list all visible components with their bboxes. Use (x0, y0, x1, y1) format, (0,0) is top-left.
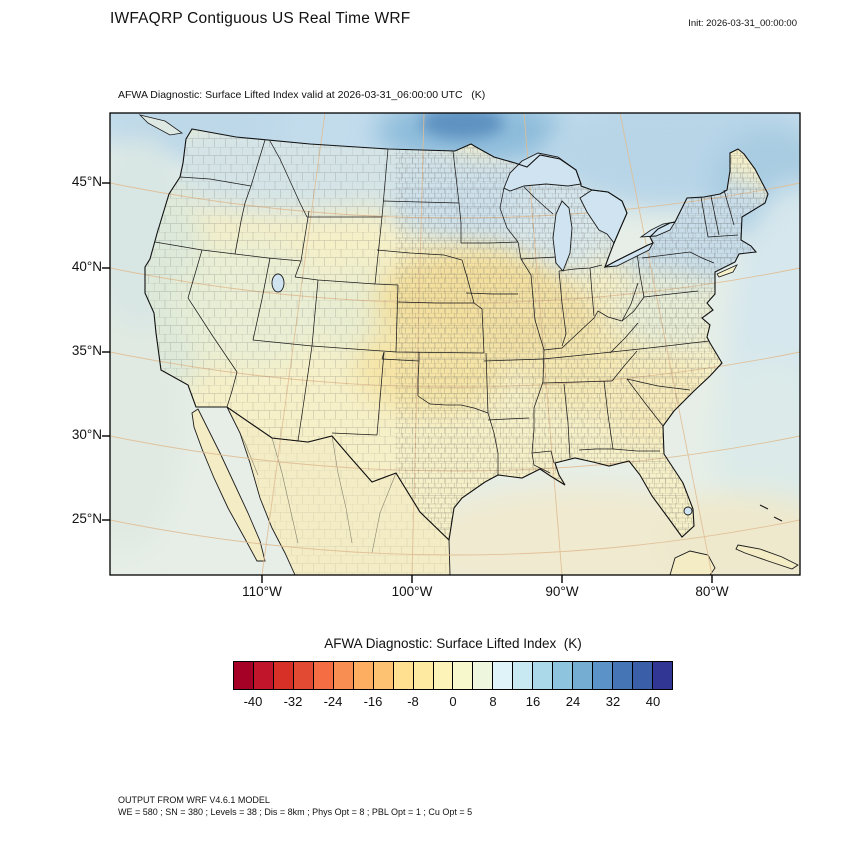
colorbar-title: AFWA Diagnostic: Surface Lifted Index (K… (324, 636, 582, 651)
colorbar-cell (293, 662, 314, 689)
colorbar-cell (453, 662, 474, 689)
colorbar-tick-label: -40 (243, 694, 263, 709)
lon-tick-label: 90°W (545, 584, 579, 599)
colorbar-cell (253, 662, 274, 689)
lat-tick-label: 40°N (71, 259, 102, 274)
colorbar-cell (613, 662, 634, 689)
colorbar-tick-label: -24 (323, 694, 343, 709)
colorbar-cell (273, 662, 294, 689)
colorbar-cell (653, 662, 672, 689)
vancouver-island (138, 114, 184, 136)
colorbar-tick-label: -16 (363, 694, 383, 709)
colorbar-ticks: -40 -32 -24 -16 -8 0 8 16 24 32 40 (233, 694, 673, 710)
colorbar-cell (573, 662, 594, 689)
cuba (735, 544, 799, 570)
colorbar-cell (593, 662, 614, 689)
init-timestamp: Init: 2026-03-31_00:00:00 (688, 18, 797, 29)
colorbar-tick-label: -8 (407, 694, 419, 709)
footer-params-line: WE = 580 ; SN = 380 ; Levels = 38 ; Dis … (118, 807, 473, 817)
colorbar-cells (233, 661, 673, 690)
colorbar-cell (493, 662, 514, 689)
colorbar-cell (234, 662, 254, 689)
long-island (716, 264, 738, 278)
colorbar-tick-label: 32 (605, 694, 621, 709)
colorbar-cell (393, 662, 414, 689)
baja-california (191, 408, 266, 562)
page-title: IWFAQRP Contiguous US Real Time WRF (110, 10, 411, 27)
colorbar-cell (633, 662, 654, 689)
us-outline (144, 128, 769, 542)
wrf-map-figure (102, 112, 801, 583)
colorbar-tick-label: 40 (645, 694, 661, 709)
colorbar-cell (513, 662, 534, 689)
lake-okeechobee (683, 506, 693, 516)
lat-tick-label: 30°N (71, 427, 102, 442)
colorbar-cell (353, 662, 374, 689)
colorbar-block: AFWA Diagnostic: Surface Lifted Index (K… (233, 636, 673, 716)
bahamas (759, 504, 783, 522)
mexico-texture (227, 407, 450, 575)
lon-tick-label: 100°W (391, 584, 433, 599)
lat-tick-label: 45°N (71, 174, 102, 189)
footer-model-line: OUTPUT FROM WRF V4.6.1 MODEL (118, 795, 270, 805)
lon-tick-label: 80°W (695, 584, 729, 599)
colorbar-tick-label: -32 (283, 694, 303, 709)
colorbar-tick-label: 8 (489, 694, 497, 709)
lake-michigan (552, 200, 573, 272)
colorbar-cell (373, 662, 394, 689)
colorbar-cell (553, 662, 574, 689)
lon-tick-label: 110°W (242, 584, 282, 599)
map-subtitle: AFWA Diagnostic: Surface Lifted Index va… (118, 89, 486, 101)
lat-tick-label: 35°N (71, 343, 102, 358)
colorbar-tick-label: 16 (525, 694, 541, 709)
state-borders (154, 139, 739, 475)
axis-ticks (102, 182, 713, 583)
colorbar-tick-label: 24 (565, 694, 581, 709)
colorbar-cell (533, 662, 554, 689)
map-frame (102, 112, 801, 583)
colorbar-cell (313, 662, 334, 689)
lat-tick-label: 25°N (71, 511, 102, 526)
colorbar-tick-label: 0 (449, 694, 457, 709)
colorbar-cell (473, 662, 494, 689)
colorbar-cell (333, 662, 354, 689)
great-salt-lake (271, 273, 285, 293)
colorbar-cell (433, 662, 454, 689)
colorbar-cell (413, 662, 434, 689)
